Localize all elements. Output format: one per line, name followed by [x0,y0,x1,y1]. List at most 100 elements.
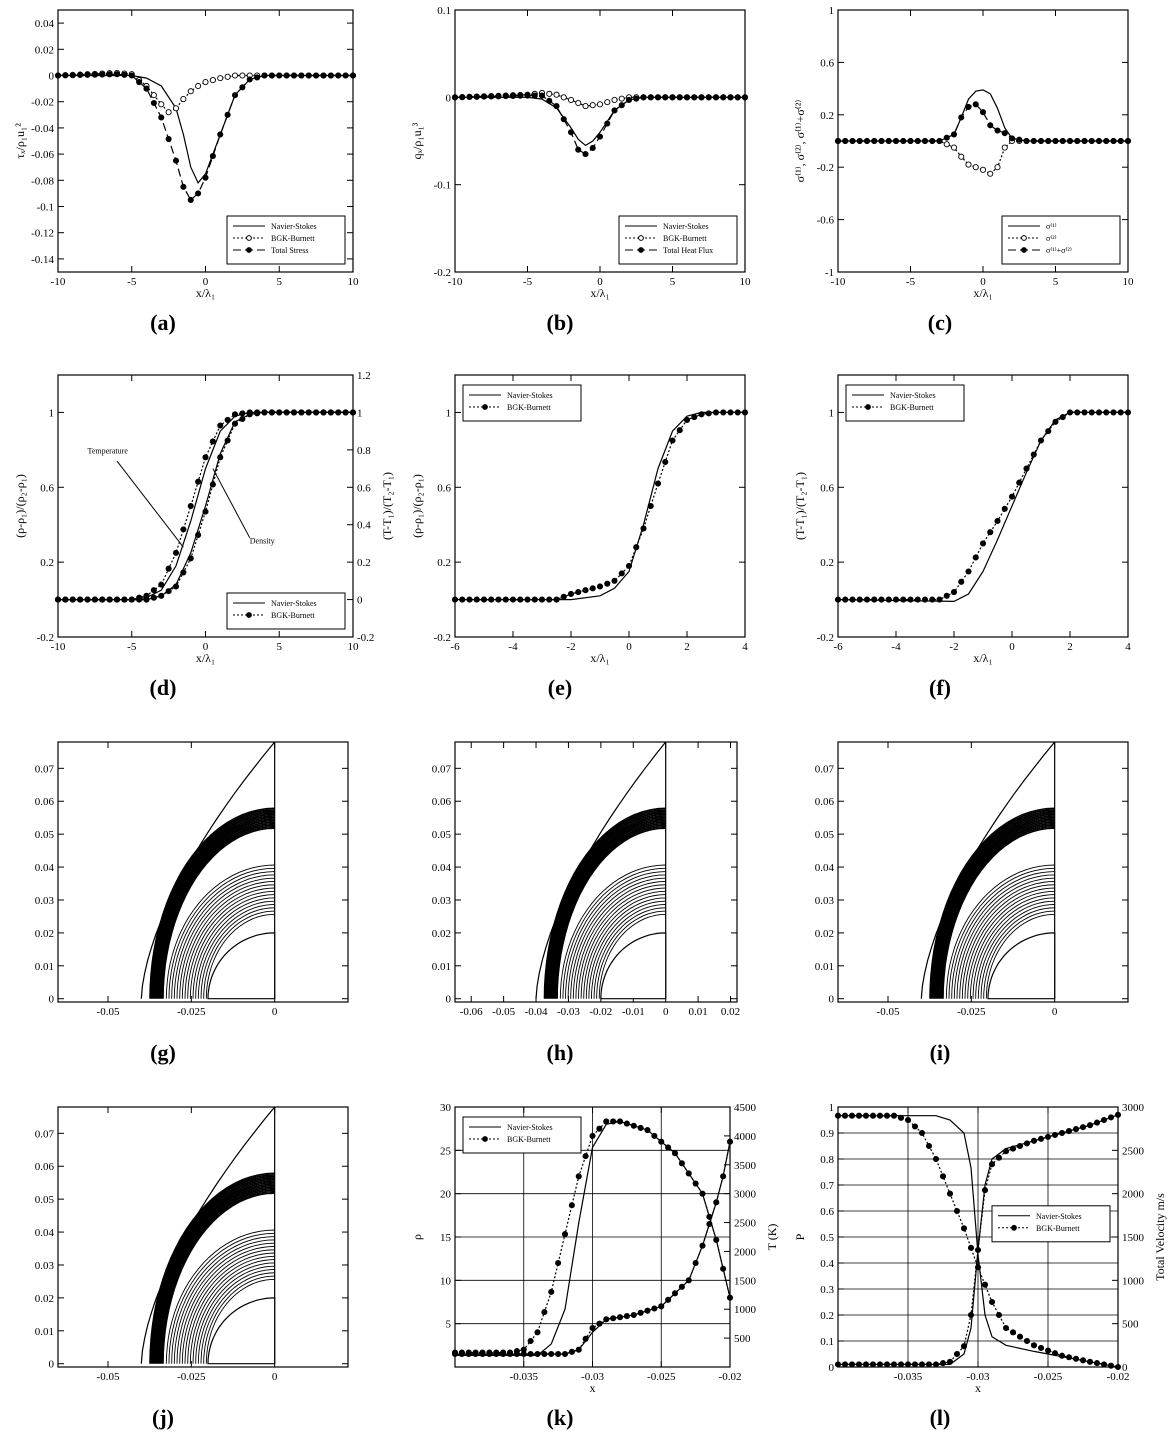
data-point [195,531,202,539]
data-point [538,92,546,99]
contour-line [153,813,275,999]
y-tick-label: 0.02 [815,928,834,940]
contour-line [572,881,666,999]
contour-line [583,894,666,999]
legend-label: Navier-Stokes [663,222,709,231]
data-point [276,409,283,416]
x-tick-label: -0.03 [967,1371,990,1383]
data-point [113,596,121,603]
plot-frame [57,741,349,1003]
data-point [327,72,334,79]
data-point [180,569,187,576]
contour-line [980,907,1055,999]
data-point [953,1207,961,1215]
data-point [239,415,246,423]
legend-marker [1021,235,1027,241]
data-point [1110,409,1117,416]
data-point [958,114,965,121]
data-point [582,151,589,158]
data-point [1074,409,1081,416]
data-point [136,596,143,603]
data-point [625,96,633,104]
data-point [900,137,907,145]
y-tick-label: 0.04 [35,862,55,874]
y-tick-label: -0.12 [31,228,54,240]
legend-marker [865,404,871,410]
legend: Navier-Stokes BGK-Burnett [462,1116,582,1154]
y-tick-label: 0.2 [820,557,834,569]
data-point [741,409,749,416]
data-point [158,101,165,108]
data-point [520,1350,527,1358]
data-point [128,72,135,79]
y2-tick-label: 3000 [1122,1102,1145,1114]
series-line [58,74,353,185]
contour-line [545,810,666,999]
contour-line [181,1249,275,1364]
contour-line [168,867,275,999]
data-point [921,596,929,603]
data-point [921,137,929,145]
contour-line [157,819,275,999]
series-line [57,72,353,113]
x-tick-label: -5 [127,276,137,288]
legend: Navier-Stokes BGK-Burnett Total Heat Flux [618,215,738,265]
x-tick-label: -0.03 [581,1371,604,1383]
data-point [904,1361,912,1368]
contour-line [983,910,1055,999]
contour-line [176,1242,275,1364]
data-point [871,596,878,603]
data-point [589,1132,596,1139]
data-point [834,137,842,145]
data-point [495,93,502,100]
x-tick-label: 0 [626,641,632,653]
y-tick-label: -0.2 [434,632,451,644]
contour-line [205,913,275,999]
data-point [1086,1122,1094,1129]
y-tick-label: 0 [446,92,452,104]
data-point [662,458,669,466]
legend: Navier-Stokes BGK-Burnett [226,592,346,630]
data-point [1037,1344,1045,1351]
x-tick-label: -0.035 [510,1371,539,1383]
y-tick-label: 1 [446,407,452,419]
data-point [610,1118,617,1125]
data-point [671,1290,679,1297]
series-line [57,73,353,201]
data-point [911,1361,919,1368]
legend: Navier-Stokes BGK-Burnett [991,1205,1111,1243]
x-tick-label: -10 [51,276,66,288]
x-tick-label: 0 [272,1371,278,1383]
data-point [172,583,180,590]
data-point [1023,465,1030,472]
contour-line [160,1189,275,1364]
data-point [939,1360,947,1367]
y-tick-label: -0.2 [37,632,54,644]
y2-tick-label: 500 [734,1333,751,1345]
y-tick-label: -0.6 [817,215,835,227]
x-tick-label: -6 [833,641,843,653]
data-point [553,596,560,603]
data-point [458,1350,465,1358]
data-point [994,127,1001,134]
data-point [1100,1116,1108,1124]
data-point [224,416,231,423]
data-point [459,596,466,603]
data-point [647,94,654,101]
data-point [972,101,979,108]
data-point [855,1112,863,1119]
data-point [678,1283,685,1290]
data-point [335,72,342,79]
data-point [546,596,553,603]
data-point [863,596,871,603]
data-point [165,135,172,143]
contour-line [149,807,275,999]
panel-l: (l) -0.035 -0.03 -0.025 -0.02 1 0.9 0.8 0.7 0.6 0.… [793,1102,1167,1430]
x-tick-label: 5 [277,276,283,288]
data-point [1009,1329,1017,1336]
x-tick-label: -6 [450,641,460,653]
data-point [180,183,187,190]
data-point [493,1350,500,1358]
data-point [987,122,994,129]
contour-line [187,890,275,999]
